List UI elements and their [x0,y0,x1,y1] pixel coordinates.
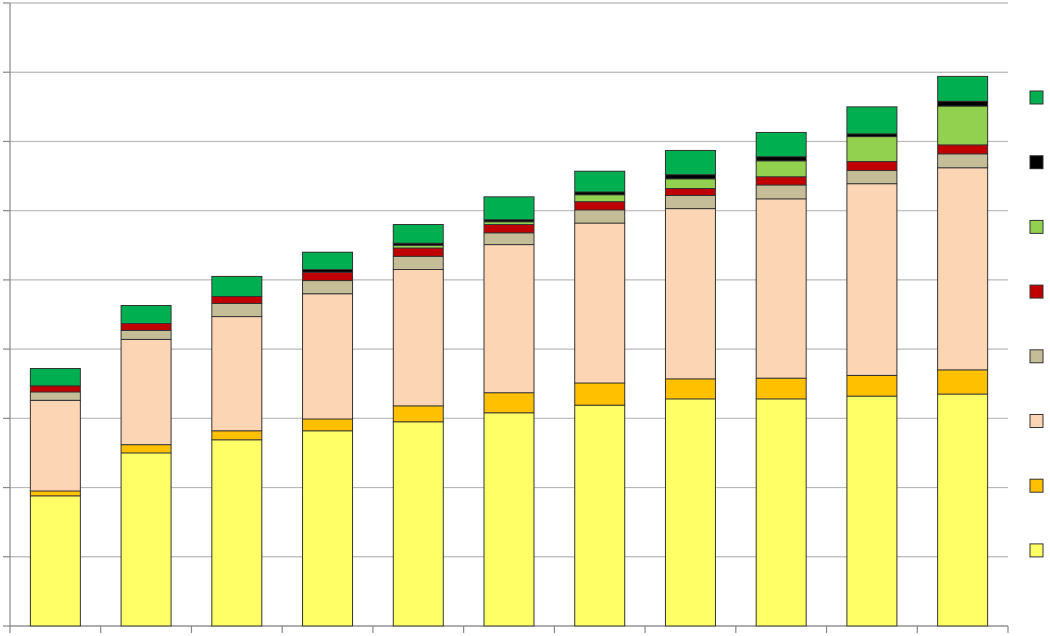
bar-segment [211,439,263,627]
bar-segment [29,391,81,401]
bar-segment [211,316,263,432]
bar-segment [574,209,626,224]
bar-segment [211,430,263,441]
bar-segment [664,174,716,180]
bar-segment [755,160,807,178]
bar-segment [120,329,172,340]
bar-segment [755,198,807,379]
bar-segment [755,131,807,158]
bar-segment [664,398,716,627]
bar-segment [302,418,354,432]
bar-segment [483,196,535,221]
bar-segment [937,75,989,102]
bar-segment [664,378,716,400]
bar-segment [755,377,807,400]
bar-segment [755,176,807,186]
bar-segment [120,444,172,454]
bar-segment [302,251,354,271]
bar-segment [937,100,989,107]
bar-segment [211,296,263,304]
bar-segment [392,255,444,271]
bar-segment [574,222,626,384]
bar-segment [937,105,989,146]
bar-segment [29,399,81,492]
bar-segment [846,395,898,627]
legend-swatch [1029,349,1044,364]
bar-segment [29,385,81,393]
bar-segment [664,194,716,210]
bar-segment [574,404,626,627]
bar-segment [211,275,263,298]
bar-segment [846,106,898,135]
bar-segment [211,302,263,318]
bar-segment [392,247,444,257]
bar-segment [483,224,535,234]
bar-segment [120,305,172,324]
bar-segment [937,153,989,169]
bar-segment [29,495,81,627]
legend-swatch [1029,155,1044,170]
legend-swatch [1029,543,1044,558]
bar-segment [302,430,354,627]
legend-swatch [1029,478,1044,493]
bar-segment [483,412,535,627]
bar-segment [846,183,898,376]
bar-segment [664,149,716,176]
bar-segment [302,280,354,295]
bar-segment [483,244,535,394]
bar-segment [755,184,807,200]
bar-segment [937,393,989,627]
bar-segment [120,452,172,627]
legend-swatch [1029,90,1044,105]
bar-segment [664,188,716,196]
bar-segment [937,144,989,155]
bar-segment [29,367,81,387]
bar-segment [846,136,898,163]
bar-segment [392,224,444,244]
bar-segment [392,405,444,423]
bar-segment [664,208,716,380]
bar-segment [574,382,626,406]
legend-swatch [1029,284,1044,299]
bar-segment [302,293,354,420]
bar-segment [846,374,898,397]
bar-segment [392,421,444,627]
bar-segment [574,194,626,203]
legend-swatch [1029,219,1044,234]
legend-swatch [1029,414,1044,428]
bar-segment [392,269,444,407]
bar-segment [664,178,716,190]
bar-segment [574,201,626,211]
bar-segment [846,170,898,185]
bar-segment [937,167,989,371]
bar-segment [937,369,989,395]
bar-segment [755,398,807,627]
bar-segment [755,156,807,162]
bar-segment [574,170,626,193]
bar-segment [846,161,898,172]
bar-segment [29,490,81,497]
bar-segment [120,338,172,446]
bar-segment [483,232,535,246]
bar-segment [483,392,535,414]
bar-segment [302,271,354,282]
bar-segment [120,322,172,331]
